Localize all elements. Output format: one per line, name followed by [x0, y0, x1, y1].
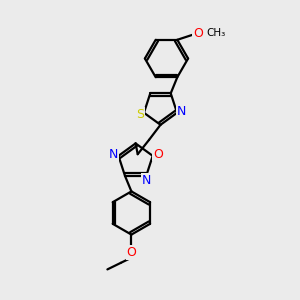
Text: N: N	[177, 105, 187, 118]
Text: N: N	[142, 174, 151, 187]
Text: O: O	[127, 246, 136, 259]
Text: O: O	[153, 148, 163, 160]
Text: N: N	[109, 148, 118, 160]
Text: O: O	[193, 27, 202, 40]
Text: S: S	[136, 108, 144, 121]
Text: CH₃: CH₃	[206, 28, 226, 38]
